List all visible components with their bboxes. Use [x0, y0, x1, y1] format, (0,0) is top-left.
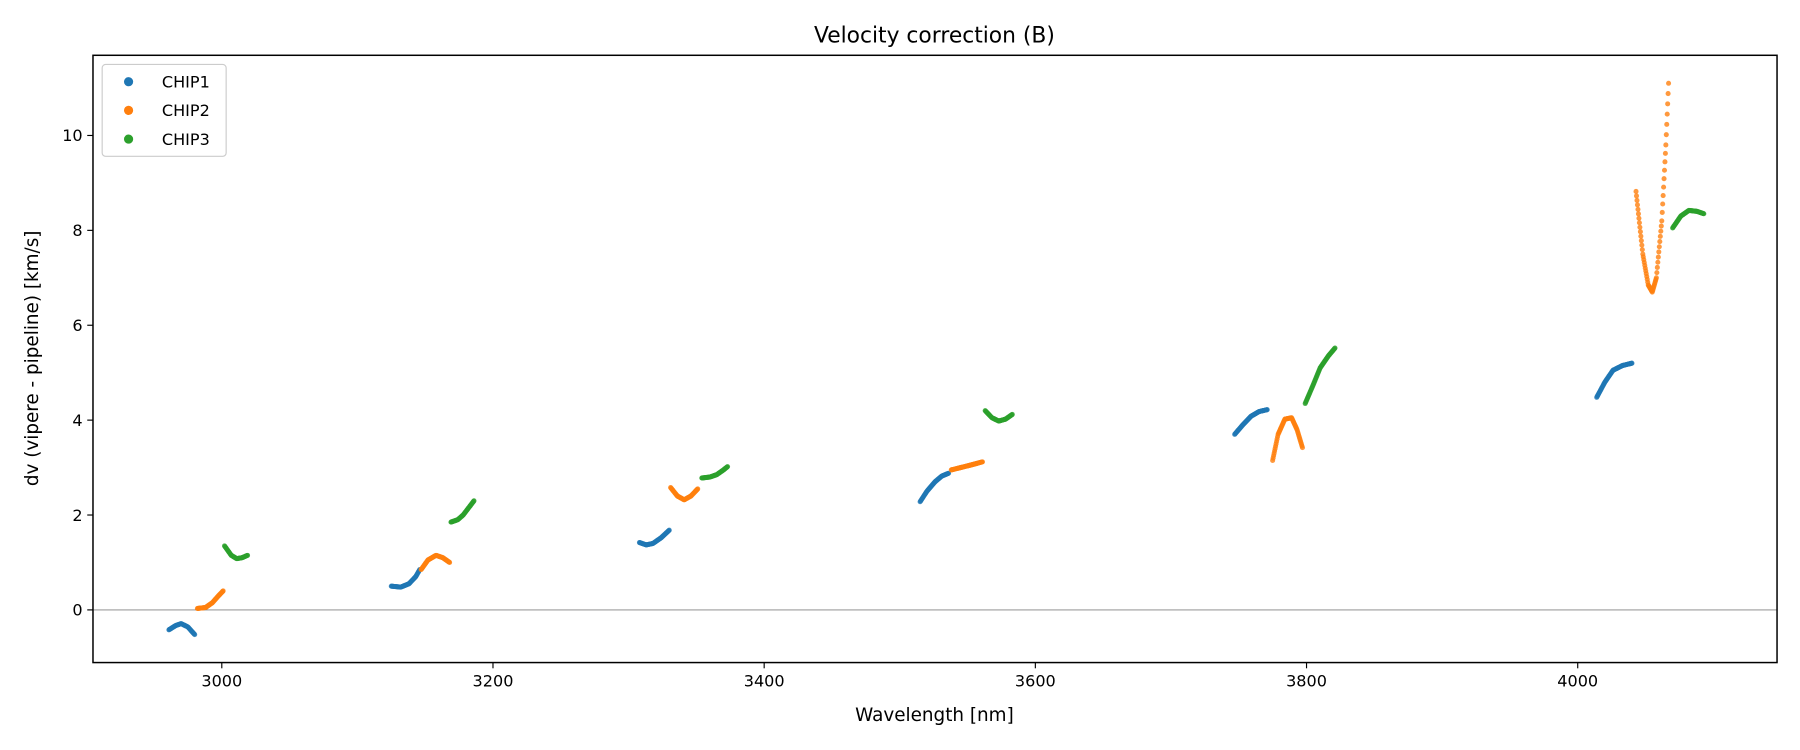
- x-tick-label: 3000: [201, 672, 242, 691]
- legend-box: [101, 63, 227, 157]
- data-point-chip2: [1659, 209, 1665, 215]
- legend: CHIP1 CHIP2 CHIP3: [101, 63, 227, 157]
- data-point-chip2: [1661, 184, 1667, 190]
- data-point-chip2: [1636, 215, 1642, 221]
- data-point-chip2: [1663, 142, 1669, 148]
- data-point-chip2: [220, 588, 226, 594]
- data-point-chip3: [1332, 345, 1338, 351]
- data-point-chip2: [1639, 247, 1645, 253]
- x-tick-label: 3800: [1286, 672, 1327, 691]
- y-tick-label: 10: [62, 126, 82, 145]
- data-point-chip2: [1653, 275, 1659, 281]
- chart-title: Velocity correction (B): [814, 24, 1055, 49]
- data-point-chip2: [1665, 91, 1671, 97]
- data-point-chip3: [1009, 411, 1015, 417]
- data-point-chip2: [1656, 249, 1662, 255]
- data-point-chip2: [1662, 159, 1668, 165]
- data-point-chip2: [1658, 223, 1664, 229]
- data-point-chip3: [245, 552, 251, 558]
- legend-label-chip1: CHIP1: [162, 72, 210, 91]
- data-point-chip2: [1663, 132, 1669, 138]
- data-point-chip2: [1664, 111, 1670, 117]
- data-point-chip2: [1634, 202, 1640, 208]
- y-axis-label: dv (vipere - pipeline) [km/s]: [22, 231, 43, 487]
- data-point-chip2: [1637, 229, 1643, 235]
- legend-label-chip2: CHIP2: [162, 101, 210, 120]
- data-point-chip2: [1661, 167, 1668, 173]
- y-tick-label: 6: [72, 316, 82, 335]
- data-point-chip3: [471, 498, 477, 504]
- data-point-chip2: [1638, 238, 1644, 244]
- data-point-chip2: [1664, 121, 1670, 127]
- x-tick-label: 3600: [1015, 672, 1056, 691]
- data-point-chip2: [1654, 270, 1660, 276]
- data-point-chip2: [1636, 220, 1642, 226]
- data-point-chip2: [1633, 193, 1640, 199]
- data-point-chip2: [1656, 244, 1662, 250]
- data-point-chip2: [1660, 201, 1666, 207]
- data-point-chip2: [1658, 228, 1664, 234]
- data-point-chip1: [1629, 360, 1635, 366]
- data-point-chip2: [1662, 150, 1668, 156]
- data-point-chip1: [192, 632, 198, 638]
- data-point-chip2: [1654, 264, 1660, 270]
- data-point-chip2: [1637, 224, 1643, 230]
- data-point-chip3: [725, 464, 731, 470]
- data-point-chip2: [1659, 218, 1665, 224]
- legend-label-chip3: CHIP3: [162, 130, 210, 149]
- data-point-chip2: [1655, 254, 1661, 260]
- data-point-chip2: [1657, 239, 1663, 245]
- data-point-chip2: [979, 459, 985, 465]
- data-point-chip3: [1701, 211, 1707, 217]
- data-point-chip2: [1660, 193, 1666, 199]
- data-point-chip2: [1638, 233, 1644, 239]
- data-point-chip2: [1635, 211, 1641, 217]
- data-point-chip2: [1661, 176, 1667, 182]
- legend-marker-chip3: [123, 134, 134, 144]
- x-tick-label: 3200: [473, 672, 514, 691]
- plot-frame: [92, 54, 1778, 664]
- y-tick-label: 0: [72, 601, 82, 620]
- data-point-chip2: [1655, 259, 1661, 265]
- x-tick-label: 4000: [1557, 672, 1598, 691]
- data-point-chip2: [1635, 206, 1641, 212]
- data-point-chip2: [1634, 197, 1640, 203]
- legend-marker-chip1: [123, 77, 134, 87]
- x-axis-label: Wavelength [nm]: [855, 705, 1014, 726]
- data-point-chip2: [1666, 80, 1672, 86]
- y-tick-label: 8: [72, 221, 82, 240]
- data-point-chip2: [1299, 445, 1305, 451]
- data-point-chip2: [1633, 188, 1639, 194]
- data-point-chip1: [666, 527, 672, 533]
- data-point-chip2: [447, 559, 453, 565]
- data-point-chip2: [1665, 101, 1671, 107]
- data-point-chip2: [1639, 242, 1645, 248]
- legend-marker-chip2: [123, 105, 134, 115]
- x-tick-label: 3400: [744, 672, 785, 691]
- data-point-chip1: [1264, 407, 1270, 413]
- data-point-chip2: [695, 486, 701, 492]
- y-tick-label: 2: [72, 506, 82, 525]
- data-point-chip2: [1657, 233, 1663, 239]
- y-tick-label: 4: [72, 411, 82, 430]
